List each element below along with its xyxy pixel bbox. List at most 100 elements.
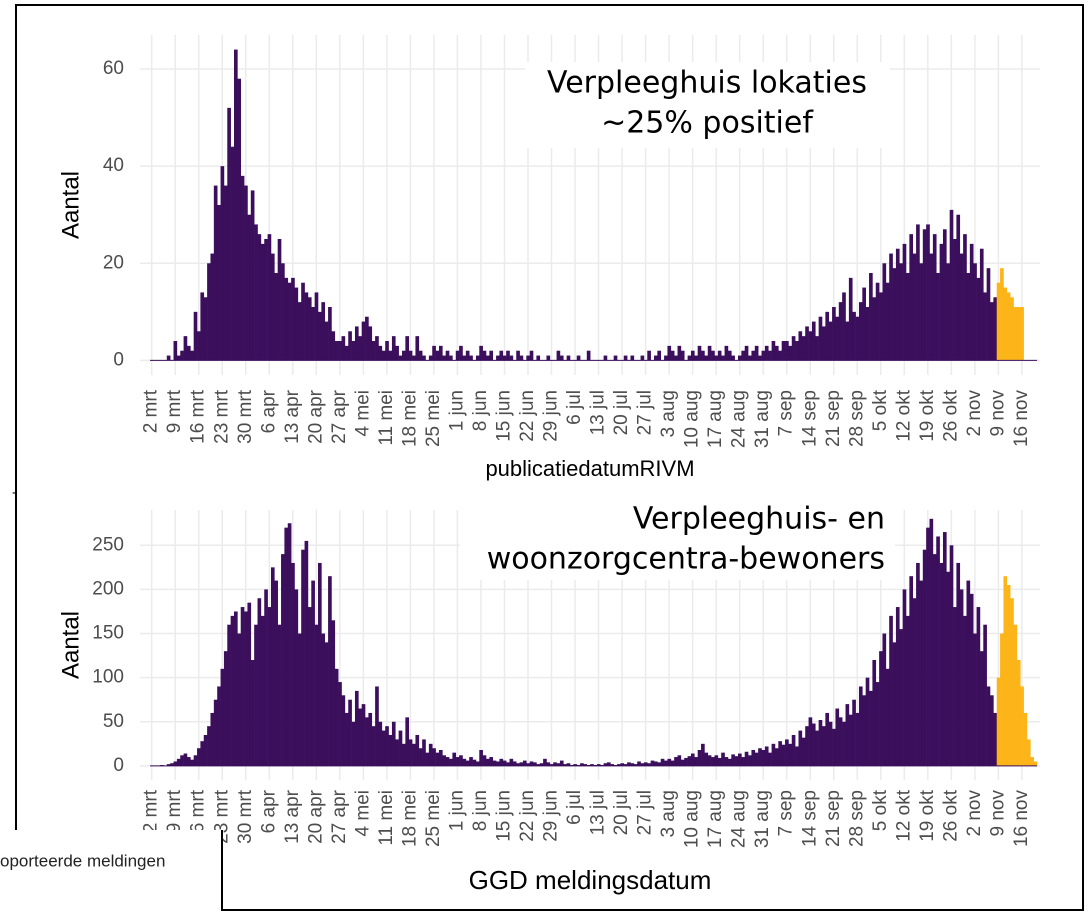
bar (321, 302, 326, 361)
bar (428, 355, 433, 361)
bar (862, 695, 866, 766)
bar (408, 350, 413, 361)
bar (684, 757, 688, 766)
bar (472, 759, 477, 766)
x-tick-label: 16 mrt (188, 389, 209, 444)
x-tick-label: 9 mrt (164, 389, 185, 433)
y-tick-label: 40 (103, 155, 124, 176)
bar (516, 350, 520, 361)
bar (748, 755, 752, 766)
x-tick-label: 6 jul (564, 790, 585, 825)
bar (318, 311, 322, 361)
bar (428, 743, 433, 766)
bar (462, 758, 467, 766)
x-tick-label: 12 okt (893, 389, 914, 441)
bar (909, 576, 914, 766)
bar (1013, 307, 1018, 361)
bar (277, 624, 282, 766)
bar (234, 49, 238, 361)
x-tick-label: 17 aug (705, 390, 726, 448)
bar (1003, 576, 1008, 766)
bar (398, 355, 403, 361)
bar (213, 185, 218, 361)
bar (264, 589, 268, 766)
bar (348, 331, 352, 361)
x-tick-label: 3 aug (658, 390, 679, 438)
bar (1016, 660, 1021, 766)
x-tick-label: 14 sep (799, 790, 820, 847)
bar (738, 753, 742, 766)
bar (328, 307, 332, 361)
x-tick-label: 31 aug (752, 790, 773, 848)
bar (415, 735, 420, 766)
bar (445, 350, 450, 361)
bar (744, 751, 749, 766)
bar (919, 580, 924, 766)
bar (533, 762, 537, 766)
bar (321, 633, 326, 766)
x-tick-label: 25 mei (423, 390, 444, 447)
bar (559, 355, 564, 361)
bar (334, 341, 339, 361)
x-tick-label: 19 okt (917, 389, 938, 441)
bar (677, 345, 682, 361)
bar (301, 282, 305, 361)
bar (499, 758, 504, 766)
bar (536, 355, 541, 361)
bar (714, 755, 719, 766)
bar (1033, 761, 1038, 766)
bar (388, 735, 393, 766)
bar (170, 763, 174, 766)
bar (442, 355, 446, 361)
bar (959, 589, 964, 766)
bar (475, 761, 480, 766)
bar (731, 355, 735, 361)
bar (1000, 268, 1004, 361)
bar (506, 762, 510, 766)
bar (687, 756, 692, 766)
bar (210, 712, 215, 766)
bar (647, 763, 651, 766)
bar (176, 355, 181, 361)
footer-fragment: oporteerde meldingen (0, 851, 165, 870)
x-tick-label: 1 jun (446, 790, 467, 831)
bar (979, 651, 984, 766)
bar (213, 699, 218, 766)
bar (798, 331, 803, 361)
bar (721, 355, 725, 361)
bar (818, 316, 823, 361)
bar (260, 615, 265, 766)
bar (509, 758, 514, 766)
x-tick-label: 10 aug (682, 390, 703, 448)
bar (731, 754, 735, 766)
bar (486, 355, 490, 361)
bar (529, 350, 534, 361)
bar (203, 297, 208, 361)
bar (606, 762, 611, 766)
bar (899, 629, 903, 766)
bar (966, 580, 971, 766)
bar (287, 523, 292, 766)
bar (358, 336, 362, 361)
bar (996, 282, 1001, 361)
bar (526, 763, 530, 766)
bar (845, 321, 850, 361)
bar (973, 633, 977, 766)
bar (354, 326, 359, 361)
bar (529, 761, 534, 766)
bar (855, 712, 860, 766)
bar (341, 695, 346, 766)
x-tick-label: 10 aug (682, 790, 703, 848)
bar (254, 224, 258, 361)
bar (301, 549, 305, 766)
bar (502, 355, 507, 361)
bar (435, 350, 440, 361)
bar (879, 292, 883, 361)
bar (385, 726, 389, 766)
bar (361, 704, 366, 766)
x-tick-label: 20 apr (305, 789, 326, 844)
bar (395, 739, 399, 766)
bar (674, 757, 678, 766)
bar (166, 764, 171, 766)
bar (842, 721, 846, 766)
